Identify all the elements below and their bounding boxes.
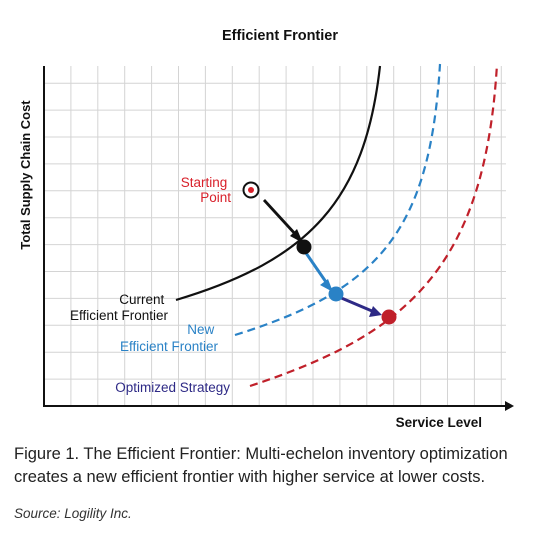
grid: [44, 66, 506, 406]
current-label-line1: Current: [119, 292, 164, 307]
new-label-line1: New: [187, 322, 214, 337]
axes: [43, 66, 514, 411]
optimized-frontier-curve: [249, 63, 499, 388]
move-arrow-black: [262, 199, 299, 237]
move-arrow-blue: [304, 252, 328, 283]
caption-text: . The Efficient Frontier: Multi-echelon …: [14, 445, 508, 486]
current-frontier-label: Current Efficient Frontier: [70, 292, 169, 323]
efficient-frontier-diagram: Efficient Frontier Total Supply Chain Co…: [18, 28, 514, 430]
move-arrowhead-blue: [320, 279, 333, 292]
new-label-line2: Efficient Frontier: [120, 339, 219, 354]
move-arrowhead-navy: [369, 306, 382, 317]
chart-title: Efficient Frontier: [222, 28, 338, 44]
starting-point-label: Starting Point: [181, 175, 232, 205]
optimized-strategy-label: Optimized Strategy: [115, 380, 230, 395]
current-point-marker: [296, 239, 312, 255]
x-axis-label: Service Level: [396, 415, 482, 430]
move-arrow-navy: [338, 295, 373, 313]
new-point-marker: [328, 286, 344, 302]
current-efficient-frontier-curve: [175, 65, 382, 302]
current-label-line2: Efficient Frontier: [70, 308, 169, 323]
starting-point-dot: [248, 187, 254, 193]
figure-caption: Figure 1. The Efficient Frontier: Multi-…: [14, 443, 529, 489]
source-note: Source: Logility Inc.: [14, 506, 132, 521]
x-axis-arrowhead: [505, 401, 514, 411]
figure-label: Figure 1: [14, 445, 75, 463]
starting-label-line1: Starting: [181, 175, 228, 190]
new-efficient-frontier-curve: [234, 63, 442, 337]
starting-label-line2: Point: [200, 190, 231, 205]
move-arrowhead-black: [290, 229, 303, 243]
y-axis-label: Total Supply Chain Cost: [18, 100, 33, 250]
optimized-point-marker: [381, 309, 397, 325]
new-frontier-label: New Efficient Frontier: [120, 322, 219, 354]
